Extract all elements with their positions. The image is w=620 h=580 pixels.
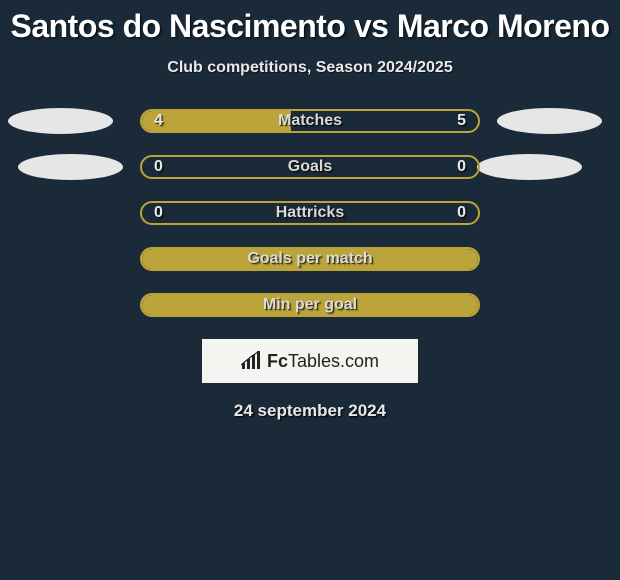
- bar-fill-left: [142, 111, 291, 131]
- stat-value-right: 0: [457, 158, 466, 176]
- stat-bar: Goals per match: [140, 247, 480, 271]
- stat-bar: Goals0 0: [140, 155, 480, 179]
- stat-bar: Min per goal: [140, 293, 480, 317]
- stat-value-right: 5: [457, 112, 466, 130]
- player-marker-left: [8, 108, 113, 134]
- player-marker-right: [477, 154, 582, 180]
- stat-row: Matches45: [0, 109, 620, 133]
- brand-prefix: Fc: [267, 351, 288, 371]
- brand-text: FcTables.com: [267, 351, 379, 372]
- bar-chart-icon: [241, 351, 263, 371]
- stat-label: Hattricks: [142, 204, 478, 222]
- stat-label: Goals: [142, 158, 478, 176]
- stat-row: Goals0 0: [0, 155, 620, 179]
- stat-row: Min per goal: [0, 293, 620, 317]
- brand-suffix: Tables.com: [288, 351, 379, 371]
- stat-value-left: 0: [154, 158, 163, 176]
- bar-fill: [142, 295, 478, 315]
- brand-logo: FcTables.com: [202, 339, 418, 383]
- date-label: 24 september 2024: [0, 401, 620, 421]
- stat-bar: Hattricks0 0: [140, 201, 480, 225]
- stat-row: Hattricks0 0: [0, 201, 620, 225]
- stat-value-right: 0: [457, 204, 466, 222]
- stat-bar: Matches45: [140, 109, 480, 133]
- subtitle: Club competitions, Season 2024/2025: [0, 59, 620, 77]
- page-title: Santos do Nascimento vs Marco Moreno: [0, 0, 620, 45]
- player-marker-right: [497, 108, 602, 134]
- bar-fill: [142, 249, 478, 269]
- player-marker-left: [18, 154, 123, 180]
- stat-value-left: 0: [154, 204, 163, 222]
- stat-row: Goals per match: [0, 247, 620, 271]
- comparison-chart: Matches45Goals00Hattricks00Goals per mat…: [0, 109, 620, 317]
